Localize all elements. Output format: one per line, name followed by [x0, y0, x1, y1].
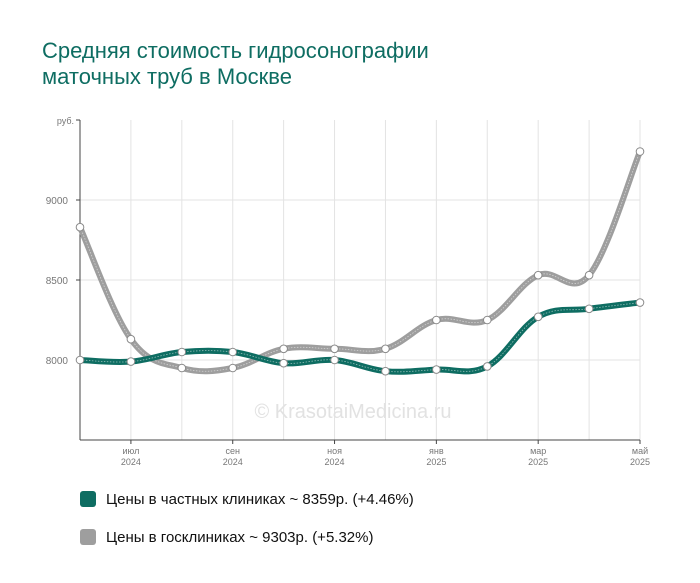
- chart-points: [75, 147, 645, 376]
- data-point-public: [279, 344, 288, 354]
- data-point-private: [584, 304, 594, 314]
- legend-label-public: Цены в госклиниках ~ 9303р. (+5.32%): [106, 528, 374, 546]
- y-axis-unit: руб.: [57, 116, 74, 126]
- x-tick-label-month: сен: [225, 446, 240, 456]
- chart-grid: [80, 120, 641, 440]
- x-tick-label-year: 2025: [630, 457, 650, 467]
- x-tick-label-month: мар: [530, 446, 546, 456]
- x-tick-label-year: 2024: [223, 457, 243, 467]
- data-point-private: [177, 347, 187, 357]
- data-point-public: [432, 315, 441, 325]
- legend-item-private[interactable]: Цены в частных клиниках ~ 8359р. (+4.46%…: [80, 488, 414, 510]
- series-line-public: [77, 148, 643, 375]
- x-tick-label-year: 2024: [121, 457, 141, 467]
- x-tick-label-month: ноя: [327, 446, 342, 456]
- legend: Цены в частных клиниках ~ 8359р. (+4.46%…: [80, 488, 414, 564]
- data-point-public: [381, 344, 390, 354]
- chart-lines: [77, 148, 643, 375]
- data-point-private: [279, 358, 288, 368]
- y-tick-label: 9000: [46, 196, 69, 207]
- data-point-public: [75, 222, 85, 232]
- data-point-private: [482, 362, 492, 371]
- data-point-public: [482, 315, 492, 325]
- data-point-public: [177, 363, 187, 373]
- data-point-private: [330, 355, 339, 365]
- data-point-private: [228, 347, 238, 357]
- chart-title-line-2: маточных труб в Москве: [42, 64, 292, 89]
- data-point-private: [635, 298, 645, 307]
- legend-label-private: Цены в частных клиниках ~ 8359р. (+4.46%…: [106, 490, 414, 508]
- x-tick-label-year: 2025: [528, 457, 548, 467]
- series-line-public-texture: [79, 151, 641, 372]
- data-point-public: [533, 270, 543, 280]
- data-point-private: [126, 357, 136, 366]
- data-point-private: [381, 366, 390, 376]
- chart-title: Средняя стоимость гидросонографии маточн…: [42, 38, 662, 90]
- data-point-private: [75, 355, 85, 365]
- legend-swatch-public: [80, 529, 96, 545]
- data-point-private: [533, 312, 543, 322]
- x-tick-label-month: июл: [122, 446, 139, 456]
- x-tick-label-month: янв: [429, 446, 444, 456]
- x-tick-label-month: май: [632, 446, 648, 456]
- data-point-public: [126, 334, 136, 344]
- data-point-public: [584, 270, 594, 280]
- data-point-private: [432, 365, 441, 374]
- chart-axes: руб.800085009000июл2024сен2024ноя2024янв…: [46, 116, 650, 467]
- y-tick-label: 8500: [46, 276, 69, 287]
- y-tick-label: 8000: [46, 356, 69, 367]
- x-tick-label-year: 2025: [426, 457, 446, 467]
- x-tick-label-year: 2024: [325, 457, 345, 467]
- watermark: © KrasotaiMedicina.ru: [254, 401, 451, 423]
- data-point-public: [635, 147, 645, 156]
- data-point-public: [330, 344, 339, 354]
- legend-item-public[interactable]: Цены в госклиниках ~ 9303р. (+5.32%): [80, 526, 414, 548]
- chart-title-line-1: Средняя стоимость гидросонографии: [42, 38, 429, 63]
- legend-swatch-private: [80, 491, 96, 507]
- data-point-public: [228, 363, 238, 373]
